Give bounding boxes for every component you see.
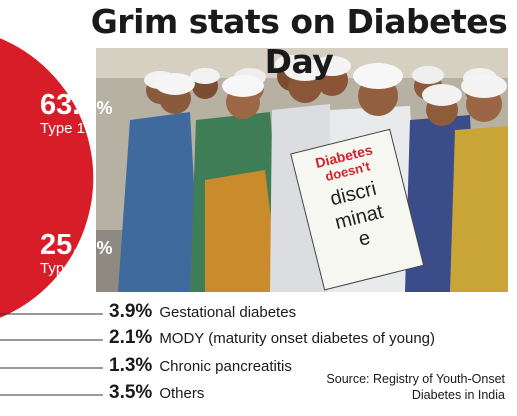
type2-value-label: 25.3% bbox=[40, 229, 112, 261]
type1-percent-sign: % bbox=[96, 98, 112, 118]
chart-title: Grim stats on Diabetes Day bbox=[90, 2, 508, 81]
leader-line-mody bbox=[0, 339, 103, 341]
mody-label: MODY (maturity onset diabetes of young) bbox=[159, 330, 435, 347]
source-note: Source: Registry of Youth-Onset Diabetes… bbox=[326, 371, 505, 403]
others-row: 3.5% Others bbox=[109, 383, 204, 404]
protest-placard: Diabetes doesn't discri minat e bbox=[290, 128, 425, 291]
type1-value-label: 63.9% bbox=[40, 89, 112, 121]
mody-row: 2.1% MODY (maturity onset diabetes of you… bbox=[109, 328, 435, 349]
type2-percent-sign: % bbox=[96, 238, 112, 258]
gestational-label: Gestational diabetes bbox=[159, 304, 297, 321]
source-line-2: Diabetes in India bbox=[411, 388, 505, 402]
leader-line-gestational bbox=[0, 313, 103, 315]
mody-value: 2.1% bbox=[109, 327, 153, 348]
source-line-1: Source: Registry of Youth-Onset bbox=[326, 372, 505, 386]
others-label: Others bbox=[159, 385, 205, 402]
pancreatitis-value: 1.3% bbox=[109, 355, 153, 376]
type2-name-label: Type 2 bbox=[40, 260, 85, 277]
pancreatitis-row: 1.3% Chronic pancreatitis bbox=[109, 356, 292, 377]
placard-line-5: e bbox=[356, 227, 372, 251]
others-value: 3.5% bbox=[109, 382, 153, 403]
person-body bbox=[118, 112, 200, 292]
leader-line-chronic bbox=[0, 367, 103, 369]
type1-name-label: Type 1 bbox=[40, 120, 85, 137]
gestational-row: 3.9% Gestational diabetes bbox=[109, 302, 296, 323]
pancreatitis-label: Chronic pancreatitis bbox=[159, 358, 292, 375]
gestational-value: 3.9% bbox=[109, 301, 153, 322]
type1-percent: 63.9 bbox=[40, 89, 96, 121]
type2-percent: 25.3 bbox=[40, 229, 96, 261]
leader-line-others bbox=[0, 394, 103, 396]
pie-slice-type bbox=[0, 36, 95, 320]
